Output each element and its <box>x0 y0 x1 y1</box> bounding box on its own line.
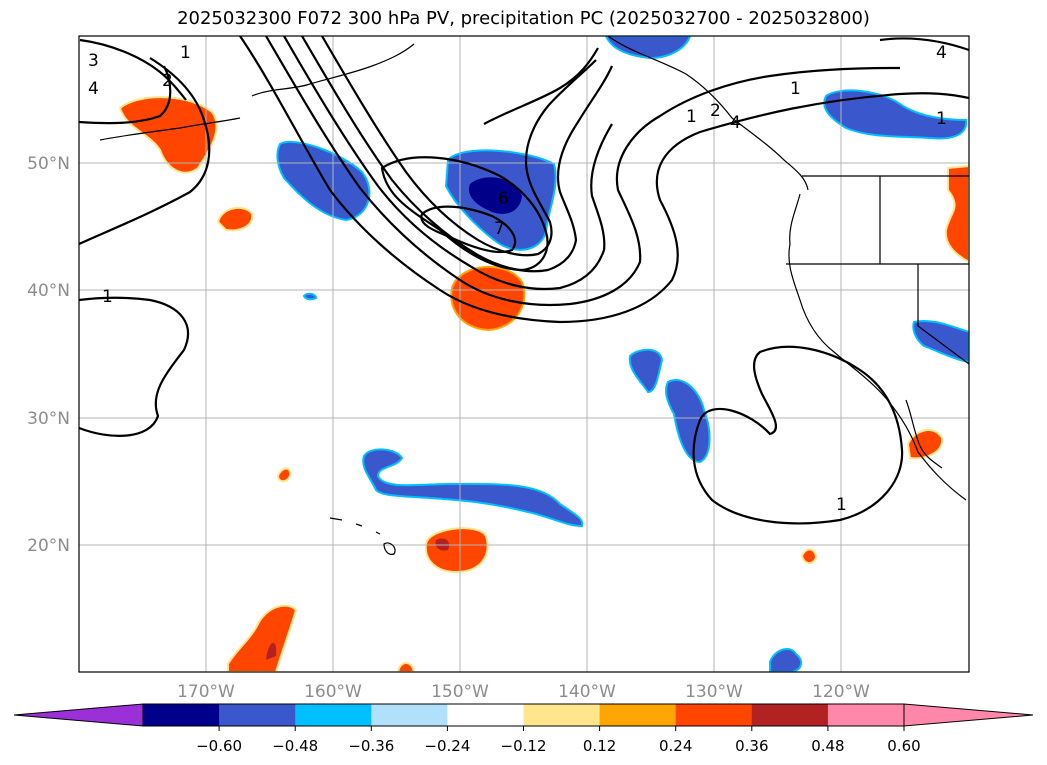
colorbar-tick-label: −0.24 <box>424 737 470 755</box>
colorbar-segment <box>143 704 220 726</box>
svg-text:1: 1 <box>790 79 801 99</box>
colorbar-min-extend <box>13 703 144 727</box>
colorbar-tick-label: −0.60 <box>196 737 242 755</box>
colorbar-max-extend <box>903 703 1034 727</box>
svg-text:6: 6 <box>498 189 509 209</box>
svg-text:1: 1 <box>102 287 113 307</box>
svg-text:1: 1 <box>936 109 947 129</box>
colorbar-tick-label: 0.36 <box>735 737 768 755</box>
colorbar-segment <box>219 704 296 726</box>
svg-text:4: 4 <box>936 43 947 63</box>
svg-text:2: 2 <box>162 71 173 91</box>
colorbar-segment <box>675 704 753 726</box>
pv-contours <box>79 36 969 525</box>
colorbar-segment <box>371 704 448 726</box>
map-title: 2025032300 F072 300 hPa PV, precipitatio… <box>177 8 870 29</box>
svg-text:140°W: 140°W <box>558 682 616 702</box>
colorbar-segment <box>295 704 372 726</box>
map-frame <box>78 35 970 673</box>
colorbar-tick-label: 0.12 <box>583 737 616 755</box>
svg-text:1: 1 <box>836 495 847 515</box>
colorbar-tick-label: 0.24 <box>659 737 692 755</box>
svg-text:3: 3 <box>88 51 99 71</box>
graticule <box>79 36 969 672</box>
svg-text:2: 2 <box>710 101 721 121</box>
colorbar: −0.60 −0.48 −0.36 −0.24 −0.12 0.12 0.24 0.36 0.4… <box>13 703 1034 755</box>
pv-contour-labels: 1 2 3 4 1 6 7 1 1 2 4 1 1 4 <box>88 43 947 515</box>
svg-text:50°N: 50°N <box>27 154 70 174</box>
svg-text:7: 7 <box>494 219 505 239</box>
svg-text:40°N: 40°N <box>27 281 70 301</box>
colorbar-tick-label: 0.60 <box>887 737 920 755</box>
colorbar-tick-label: −0.48 <box>272 737 318 755</box>
precip-anomaly-fills <box>118 36 969 672</box>
svg-text:170°W: 170°W <box>177 682 235 702</box>
colorbar-tick-label: −0.12 <box>501 737 547 755</box>
latitude-labels: 50°N 40°N 30°N 20°N <box>27 154 70 556</box>
svg-text:1: 1 <box>686 107 697 127</box>
svg-text:30°N: 30°N <box>27 409 70 429</box>
svg-text:4: 4 <box>88 79 99 99</box>
longitude-labels: 170°W 160°W 150°W 140°W 130°W 120°W <box>177 682 870 702</box>
svg-text:4: 4 <box>730 113 741 133</box>
colorbar-tick-label: −0.36 <box>348 737 394 755</box>
map-background <box>79 36 969 672</box>
coastlines <box>99 36 969 555</box>
svg-text:1: 1 <box>180 43 191 63</box>
colorbar-segment <box>827 704 905 726</box>
colorbar-segment <box>523 704 601 726</box>
colorbar-segment <box>599 704 677 726</box>
colorbar-segment <box>447 704 524 726</box>
colorbar-segment <box>751 704 829 726</box>
colorbar-tick-label: 0.48 <box>811 737 844 755</box>
svg-text:120°W: 120°W <box>812 682 870 702</box>
svg-text:160°W: 160°W <box>304 682 362 702</box>
svg-text:130°W: 130°W <box>685 682 743 702</box>
svg-text:20°N: 20°N <box>27 536 70 556</box>
svg-text:150°W: 150°W <box>431 682 489 702</box>
